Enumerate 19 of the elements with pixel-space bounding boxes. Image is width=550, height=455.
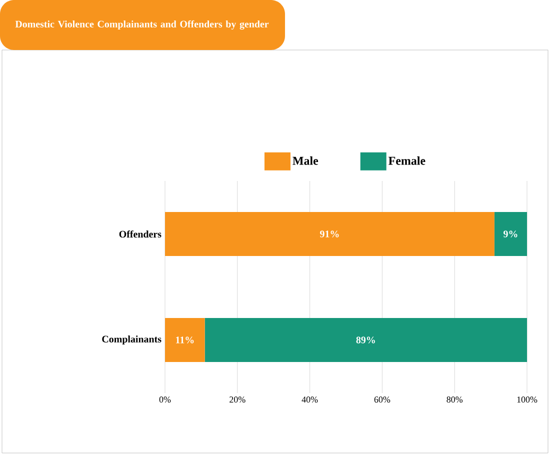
data-label: 11% bbox=[176, 336, 194, 344]
bar bbox=[165, 212, 494, 256]
bar bbox=[494, 212, 528, 256]
x-tick-label: 100% bbox=[517, 396, 538, 403]
x-tick-label: 40% bbox=[302, 396, 318, 403]
data-label: 91% bbox=[320, 230, 339, 238]
y-tick-label: Complainants bbox=[102, 335, 162, 345]
x-tick-label: 20% bbox=[230, 396, 246, 403]
chart-title: Domestic Violence Complainants and Offenders by gender bbox=[15, 20, 269, 30]
x-tick-label: 80% bbox=[446, 396, 463, 403]
x-tick-label: 60% bbox=[374, 396, 390, 403]
bar bbox=[165, 318, 205, 362]
bar bbox=[204, 318, 528, 362]
x-tick-label: 0% bbox=[159, 396, 171, 403]
legend-label: Female bbox=[388, 156, 426, 165]
data-label: 89% bbox=[356, 336, 375, 344]
data-label: 9% bbox=[504, 230, 518, 238]
y-tick-label: Offenders bbox=[119, 230, 162, 238]
legend-label: Male bbox=[292, 156, 318, 165]
